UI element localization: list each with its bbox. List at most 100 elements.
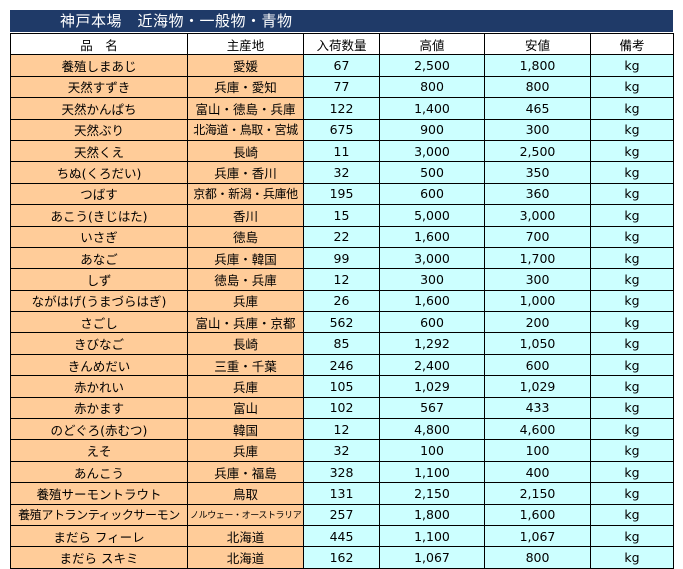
header-origin: 主産地 bbox=[187, 32, 304, 56]
cell-note: kg bbox=[590, 75, 674, 99]
cell-name: 赤かます bbox=[10, 396, 188, 420]
cell-low: 465 bbox=[484, 97, 591, 120]
cell-note: kg bbox=[590, 546, 674, 569]
cell-note: kg bbox=[590, 139, 674, 163]
cell-low: 433 bbox=[484, 396, 591, 420]
table-row: 天然くえ 長崎 11 3,000 2,500 kg bbox=[10, 139, 674, 163]
cell-high: 2,500 bbox=[379, 54, 485, 77]
cell-origin: 兵庫・福島 bbox=[187, 460, 304, 484]
cell-origin: 長崎 bbox=[187, 332, 304, 355]
cell-name: 天然くえ bbox=[10, 139, 188, 163]
cell-origin: 富山 bbox=[187, 396, 304, 420]
cell-name: しず bbox=[10, 268, 188, 291]
cell-qty: 32 bbox=[303, 161, 380, 184]
table-row: しず 徳島・兵庫 12 300 300 kg bbox=[10, 268, 674, 291]
cell-note: kg bbox=[590, 503, 674, 526]
cell-name: 天然かんぱち bbox=[10, 97, 188, 120]
table-row: つばす 京都・新潟・兵庫他 195 600 360 kg bbox=[10, 182, 674, 206]
market-price-table: 品 名 主産地 入荷数量 高値 安値 備考 養殖しまあじ 愛媛 67 2,500 1,8… bbox=[10, 32, 674, 569]
cell-high: 1,292 bbox=[379, 332, 485, 355]
cell-note: kg bbox=[590, 246, 674, 270]
cell-name: ながはげ(うまづらはぎ) bbox=[10, 289, 188, 313]
cell-note: kg bbox=[590, 460, 674, 484]
cell-low: 1,700 bbox=[484, 246, 591, 270]
cell-note: kg bbox=[590, 268, 674, 291]
cell-high: 600 bbox=[379, 311, 485, 334]
cell-origin: ノルウェー・オーストラリア bbox=[187, 503, 304, 526]
cell-high: 2,150 bbox=[379, 482, 485, 505]
header-row: 品 名 主産地 入荷数量 高値 安値 備考 bbox=[10, 32, 674, 56]
table-row: まだら スキミ 北海道 162 1,067 800 kg bbox=[10, 546, 674, 569]
cell-name: つばす bbox=[10, 182, 188, 206]
cell-origin: 徳島・兵庫 bbox=[187, 268, 304, 291]
cell-low: 1,029 bbox=[484, 375, 591, 398]
cell-note: kg bbox=[590, 439, 674, 462]
table-row: まだら フィーレ 北海道 445 1,100 1,067 kg bbox=[10, 524, 674, 548]
table-row: あこう(きじはた) 香川 15 5,000 3,000 kg bbox=[10, 204, 674, 227]
cell-name: さごし bbox=[10, 311, 188, 334]
cell-low: 1,050 bbox=[484, 332, 591, 355]
cell-low: 800 bbox=[484, 546, 591, 569]
cell-high: 5,000 bbox=[379, 204, 485, 227]
cell-qty: 246 bbox=[303, 353, 380, 377]
cell-name: あこう(きじはた) bbox=[10, 204, 188, 227]
cell-note: kg bbox=[590, 353, 674, 377]
cell-note: kg bbox=[590, 418, 674, 441]
cell-note: kg bbox=[590, 54, 674, 77]
cell-origin: 愛媛 bbox=[187, 54, 304, 77]
cell-qty: 675 bbox=[303, 118, 380, 141]
cell-high: 600 bbox=[379, 182, 485, 206]
cell-low: 360 bbox=[484, 182, 591, 206]
cell-origin: 兵庫 bbox=[187, 439, 304, 462]
table-row: きんめだい 三重・千葉 246 2,400 600 kg bbox=[10, 353, 674, 377]
cell-note: kg bbox=[590, 375, 674, 398]
cell-low: 400 bbox=[484, 460, 591, 484]
cell-low: 1,800 bbox=[484, 54, 591, 77]
table-row: 養殖アトランティックサーモン ノルウェー・オーストラリア 257 1,800 1,600… bbox=[10, 503, 674, 526]
table-row: 養殖サーモントラウト 鳥取 131 2,150 2,150 kg bbox=[10, 482, 674, 505]
header-high: 高値 bbox=[379, 32, 485, 56]
cell-high: 2,400 bbox=[379, 353, 485, 377]
cell-low: 700 bbox=[484, 225, 591, 248]
cell-name: 天然すずき bbox=[10, 75, 188, 99]
table-row: ちぬ(くろだい) 兵庫・香川 32 500 350 kg bbox=[10, 161, 674, 184]
cell-origin: 富山・兵庫・京都 bbox=[187, 311, 304, 334]
cell-note: kg bbox=[590, 225, 674, 248]
cell-origin: 三重・千葉 bbox=[187, 353, 304, 377]
cell-qty: 99 bbox=[303, 246, 380, 270]
cell-low: 100 bbox=[484, 439, 591, 462]
cell-name: のどぐろ(赤むつ) bbox=[10, 418, 188, 441]
cell-origin: 長崎 bbox=[187, 139, 304, 163]
cell-qty: 32 bbox=[303, 439, 380, 462]
cell-note: kg bbox=[590, 182, 674, 206]
cell-high: 300 bbox=[379, 268, 485, 291]
table-row: 天然すずき 兵庫・愛知 77 800 800 kg bbox=[10, 75, 674, 99]
cell-origin: 北海道・鳥取・宮城 bbox=[187, 118, 304, 141]
table-row: 天然かんぱち 富山・徳島・兵庫 122 1,400 465 kg bbox=[10, 97, 674, 120]
table-row: さごし 富山・兵庫・京都 562 600 200 kg bbox=[10, 311, 674, 334]
cell-name: まだら フィーレ bbox=[10, 524, 188, 548]
cell-origin: 富山・徳島・兵庫 bbox=[187, 97, 304, 120]
cell-origin: 兵庫 bbox=[187, 375, 304, 398]
table-row: のどぐろ(赤むつ) 韓国 12 4,800 4,600 kg bbox=[10, 418, 674, 441]
header-note: 備考 bbox=[590, 32, 674, 56]
cell-name: いさぎ bbox=[10, 225, 188, 248]
table-row: 赤かます 富山 102 567 433 kg bbox=[10, 396, 674, 420]
cell-origin: 兵庫・韓国 bbox=[187, 246, 304, 270]
sheet-title: 神戸本場 近海物・一般物・青物 bbox=[10, 10, 673, 32]
cell-origin: 韓国 bbox=[187, 418, 304, 441]
cell-qty: 445 bbox=[303, 524, 380, 548]
table-row: 養殖しまあじ 愛媛 67 2,500 1,800 kg bbox=[10, 54, 674, 77]
cell-origin: 兵庫 bbox=[187, 289, 304, 313]
cell-note: kg bbox=[590, 524, 674, 548]
cell-qty: 67 bbox=[303, 54, 380, 77]
cell-qty: 26 bbox=[303, 289, 380, 313]
cell-low: 2,150 bbox=[484, 482, 591, 505]
cell-high: 3,000 bbox=[379, 139, 485, 163]
cell-qty: 22 bbox=[303, 225, 380, 248]
cell-qty: 77 bbox=[303, 75, 380, 99]
cell-qty: 131 bbox=[303, 482, 380, 505]
cell-note: kg bbox=[590, 396, 674, 420]
cell-name: まだら スキミ bbox=[10, 546, 188, 569]
cell-note: kg bbox=[590, 332, 674, 355]
